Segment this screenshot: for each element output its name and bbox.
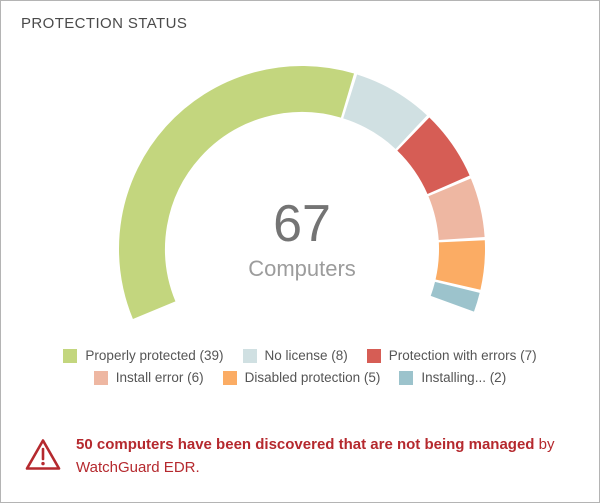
legend-swatch-install-error <box>93 370 108 385</box>
legend-label: Install error (6) <box>115 370 204 385</box>
legend-item-protection-with-errors[interactable]: Protection with errors (7) <box>366 348 537 363</box>
legend-item-no-license[interactable]: No license (8) <box>242 348 348 363</box>
legend-label: No license (8) <box>264 348 348 363</box>
legend-swatch-properly-protected <box>63 348 78 363</box>
warning-triangle-icon <box>25 437 61 478</box>
legend-item-installing[interactable]: Installing... (2) <box>399 370 506 385</box>
legend-label: Protection with errors (7) <box>388 348 537 363</box>
legend-row: Install error (6) Disabled protection (5)… <box>1 370 599 385</box>
legend-label: Installing... (2) <box>421 370 507 385</box>
gauge-segment-install-error[interactable] <box>428 178 485 241</box>
legend-swatch-protection-with-errors <box>366 348 381 363</box>
gauge-segment-no-license[interactable] <box>342 74 427 150</box>
gauge-segment-disabled-protection[interactable] <box>435 240 485 290</box>
gauge-segment-installing[interactable] <box>430 281 480 312</box>
warning-message-suffix: by WatchGuard EDR. <box>76 436 555 476</box>
legend-label: Properly protected (39) <box>85 348 224 363</box>
widget-title: PROTECTION STATUS <box>21 15 188 32</box>
legend-label: Disabled protection (5) <box>244 370 381 385</box>
legend-item-install-error[interactable]: Install error (6) <box>93 370 204 385</box>
legend-row: Properly protected (39) No license (8) Pro… <box>1 348 599 363</box>
legend-item-disabled-protection[interactable]: Disabled protection (5) <box>222 370 381 385</box>
legend-swatch-no-license <box>242 348 257 363</box>
warning-message-link[interactable]: 50 computers have been discovered that a… <box>76 436 535 453</box>
gauge-legend: Properly protected (39) No license (8) Pro… <box>1 348 599 392</box>
warning-message: 50 computers have been discovered that a… <box>76 433 576 479</box>
gauge-segment-protection-with-errors[interactable] <box>396 117 470 195</box>
gauge-segment-properly-protected[interactable] <box>119 66 354 320</box>
legend-item-properly-protected[interactable]: Properly protected (39) <box>63 348 224 363</box>
legend-swatch-disabled-protection <box>222 370 237 385</box>
legend-swatch-installing <box>399 370 414 385</box>
